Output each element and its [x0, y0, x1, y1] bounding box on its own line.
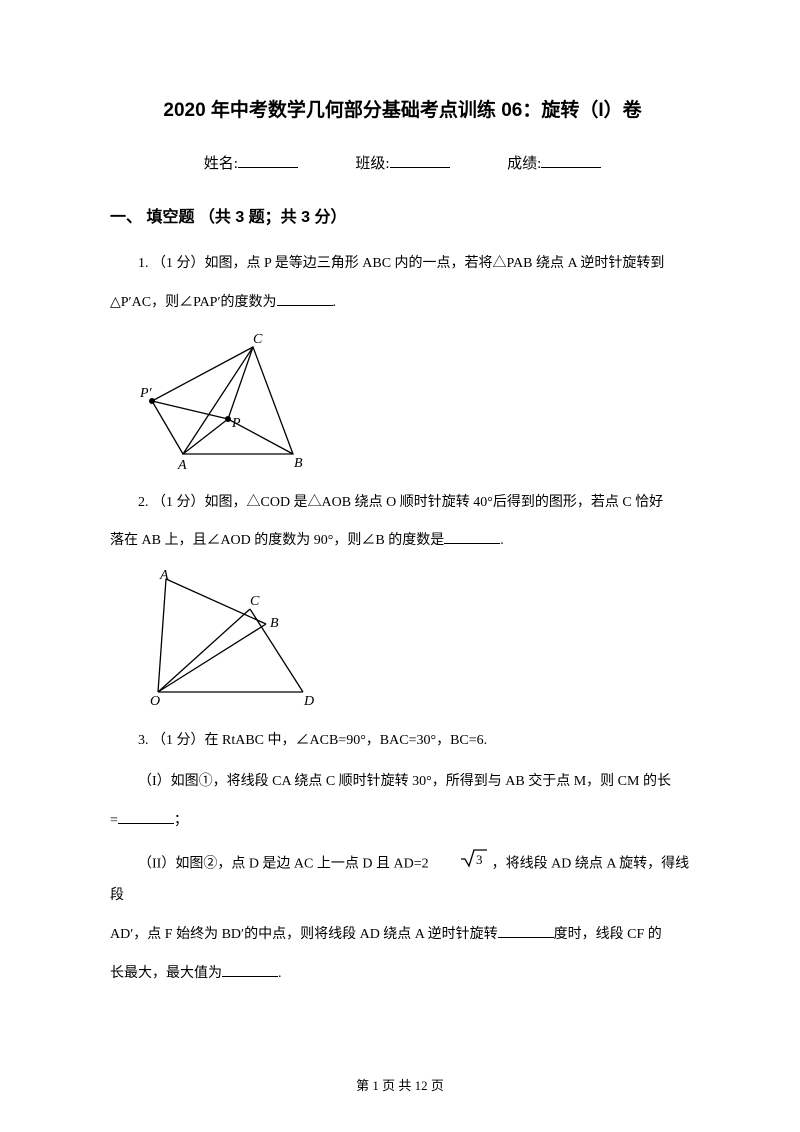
- svg-text:A: A: [177, 458, 187, 469]
- score-blank: [541, 154, 601, 168]
- q1-line2b: .: [333, 295, 337, 310]
- q1-line2: △P′AC，则∠PAP′的度数为.: [110, 288, 695, 319]
- q2-line2a: 落在 AB 上，且∠AOD 的度数为 90°，则∠B 的度数是: [110, 533, 444, 548]
- q3-line4a: （II）如图②，点 D 是边 AC 上一点 D 且 AD=2: [138, 856, 432, 871]
- q3-line2: （I）如图①，将线段 CA 绕点 C 顺时针旋转 30°，所得到与 AB 交于点…: [110, 767, 695, 798]
- q3-line1: 3. （1 分）在 RtABC 中，∠ACB=90°，BAC=30°，BC=6.: [110, 726, 695, 757]
- q2-blank: [444, 532, 500, 544]
- svg-text:P: P: [231, 416, 241, 431]
- q3-line3b: ；: [174, 813, 188, 828]
- q3-line3a: =: [110, 813, 118, 828]
- footer-c: 页: [428, 1078, 444, 1093]
- score-label: 成绩:: [507, 156, 541, 172]
- sqrt-value: 3: [476, 852, 483, 867]
- info-line: 姓名: 班级: 成绩:: [110, 152, 695, 173]
- footer-a: 第: [356, 1078, 372, 1093]
- sqrt-icon: 3: [432, 847, 488, 882]
- q3-line3: =；: [110, 806, 695, 837]
- q3-blank3: [222, 965, 278, 977]
- svg-text:C: C: [253, 332, 263, 347]
- name-blank: [238, 154, 298, 168]
- svg-text:C: C: [250, 594, 260, 609]
- q2-line2: 落在 AB 上，且∠AOD 的度数为 90°，则∠B 的度数是.: [110, 526, 695, 557]
- figure-1: A B C P P′: [138, 329, 695, 474]
- q3-line6a: 长最大，最大值为: [110, 966, 222, 981]
- svg-text:O: O: [150, 694, 160, 707]
- q1-line1: 1. （1 分）如图，点 P 是等边三角形 ABC 内的一点，若将△PAB 绕点…: [110, 249, 695, 280]
- q3-line5a: AD′，点 F 始终为 BD′的中点，则将线段 AD 绕点 A 逆时针旋转: [110, 927, 498, 942]
- page-footer: 第 1 页 共 12 页: [0, 1075, 800, 1094]
- section-header: 一、 填空题 （共 3 题；共 3 分）: [110, 203, 695, 227]
- q2-line2b: .: [500, 533, 504, 548]
- q3-line5b: 度时，线段 CF 的: [554, 927, 662, 942]
- q3-line6: 长最大，最大值为.: [110, 959, 695, 990]
- q3-line4: （II）如图②，点 D 是边 AC 上一点 D 且 AD=2 3 ，将线段 AD…: [110, 847, 695, 913]
- svg-text:B: B: [270, 616, 279, 631]
- svg-text:A: A: [159, 568, 169, 583]
- svg-text:D: D: [303, 694, 314, 707]
- q3-line5: AD′，点 F 始终为 BD′的中点，则将线段 AD 绕点 A 逆时针旋转 度时，…: [110, 920, 695, 951]
- svg-text:P′: P′: [139, 386, 153, 401]
- class-blank: [390, 154, 450, 168]
- figure-2: O D A B C: [138, 567, 695, 712]
- footer-total: 12: [415, 1078, 428, 1093]
- footer-b: 页 共: [379, 1078, 415, 1093]
- q3-line6b: .: [278, 966, 282, 981]
- svg-text:B: B: [294, 456, 303, 469]
- page-title: 2020 年中考数学几何部分基础考点训练 06：旋转（I）卷: [110, 95, 695, 122]
- class-label: 班级:: [355, 156, 389, 172]
- q1-line2a: △P′AC，则∠PAP′的度数为: [110, 295, 277, 310]
- q3-blank2: [498, 926, 554, 938]
- name-label: 姓名:: [204, 156, 238, 172]
- q2-line1: 2. （1 分）如图，△COD 是△AOB 绕点 O 顺时针旋转 40°后得到的…: [110, 488, 695, 519]
- q1-blank: [277, 294, 333, 306]
- q3-blank1: [118, 812, 174, 824]
